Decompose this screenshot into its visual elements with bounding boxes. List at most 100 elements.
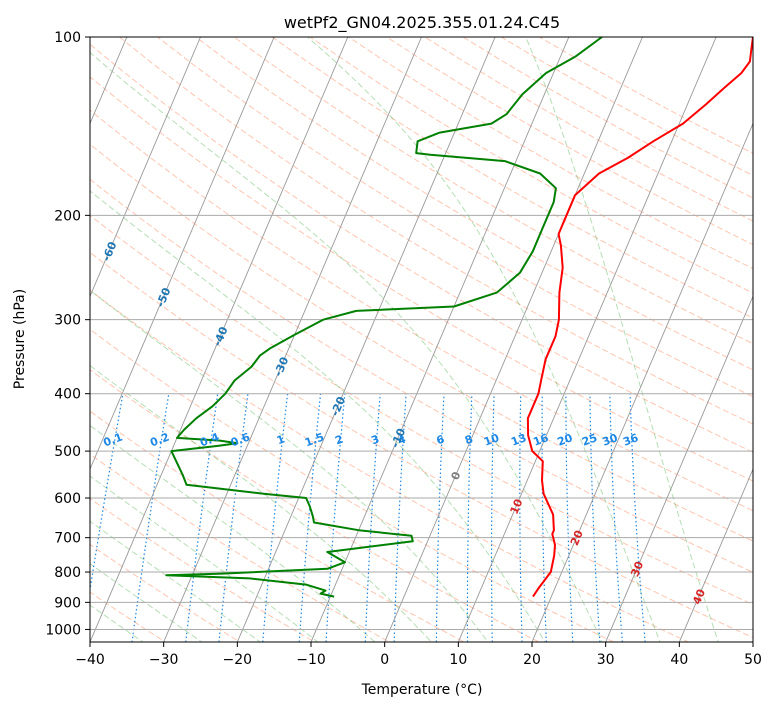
mixing-ratio-line-11 bbox=[490, 393, 495, 642]
mixing-ratio-line-9 bbox=[435, 393, 445, 642]
isotherm-label: -50 bbox=[154, 285, 174, 309]
dry-adiabat-19 bbox=[118, 37, 753, 425]
isotherm-line bbox=[457, 37, 717, 642]
mixing-ratio-line-6 bbox=[325, 393, 346, 642]
dry-adiabat-25 bbox=[347, 37, 753, 270]
mixing-ratio-line-7 bbox=[364, 393, 381, 642]
isotherm-label: -30 bbox=[272, 355, 292, 379]
dry-adiabat-27 bbox=[423, 37, 753, 222]
mixing-ratio-label: 0.6 bbox=[229, 430, 252, 449]
isotherm-label: 20 bbox=[568, 528, 586, 547]
dry-adiabat-5 bbox=[90, 543, 241, 642]
dry-adiabat-21 bbox=[194, 37, 753, 371]
dry-adiabat-22 bbox=[233, 37, 753, 345]
mixing-ratio-label: 16 bbox=[531, 431, 550, 449]
isotherm-label: -10 bbox=[389, 426, 409, 450]
mixing-ratio-line-8 bbox=[393, 393, 407, 642]
dry-adiabat-8 bbox=[90, 410, 466, 642]
moist-adiabat-5 bbox=[90, 364, 433, 642]
y-axis: 1000 900 800 700 600 500 400 300 200 100 bbox=[45, 30, 90, 638]
plot-area: 0.10.20.40.611.52346810131620253036-100-… bbox=[0, 36, 754, 643]
isotherm-label: -60 bbox=[100, 240, 120, 264]
mixing-ratio-label: 30 bbox=[601, 431, 620, 449]
isotherm-label: 10 bbox=[508, 497, 526, 516]
x-tick-label: −40 bbox=[75, 652, 105, 668]
isotherm-line bbox=[678, 467, 753, 642]
mixing-ratio-label: 6 bbox=[435, 432, 447, 447]
y-tick-label: 400 bbox=[54, 387, 81, 403]
dry-adiabat-10 bbox=[90, 328, 615, 642]
moist-adiabat-8 bbox=[90, 51, 603, 642]
dry-adiabat-18 bbox=[90, 43, 753, 453]
mixing-ratio-line-2 bbox=[185, 393, 219, 642]
dry-adiabat-17 bbox=[90, 76, 753, 482]
isotherm-label: 0 bbox=[449, 469, 464, 481]
isotherm-line bbox=[90, 37, 349, 642]
y-tick-label: 100 bbox=[54, 30, 81, 46]
mixing-ratio-line-10 bbox=[466, 393, 473, 642]
isotherm-line bbox=[163, 37, 422, 642]
mixing-ratio-line-14 bbox=[565, 393, 574, 642]
mixing-ratio-line-15 bbox=[589, 393, 601, 642]
moist-adiabat-6 bbox=[90, 289, 489, 642]
isotherm-line bbox=[90, 37, 201, 298]
mixing-ratio-label: 8 bbox=[463, 433, 475, 448]
mixing-ratio-label: 36 bbox=[621, 431, 640, 449]
chart-title: wetPf2_GN04.2025.355.01.24.C45 bbox=[284, 13, 560, 33]
y-tick-label: 700 bbox=[54, 531, 81, 547]
mixing-ratio-label: 2 bbox=[333, 433, 345, 448]
dry-adiabat-7 bbox=[90, 453, 391, 642]
mixing-ratio-line-3 bbox=[218, 393, 249, 642]
dry-adiabat-23 bbox=[271, 37, 753, 319]
moist-adiabat-1 bbox=[90, 563, 203, 642]
x-axis-label: Temperature (°C) bbox=[361, 682, 483, 698]
x-tick-label: 20 bbox=[523, 652, 541, 668]
y-tick-label: 800 bbox=[54, 565, 81, 581]
mixing-ratio-label: 4 bbox=[396, 432, 408, 447]
dry-adiabat-24 bbox=[309, 37, 753, 294]
isotherm-line bbox=[752, 640, 753, 642]
moist-adiabat-0 bbox=[90, 604, 144, 642]
isotherm-label: -20 bbox=[328, 394, 348, 418]
mixing-ratio-label: 0.2 bbox=[148, 431, 171, 450]
mixing-ratio-label: 1 bbox=[275, 433, 287, 448]
moist-adiabat-7 bbox=[90, 190, 546, 642]
x-tick-label: 0 bbox=[380, 652, 389, 668]
moist-adiabat-2 bbox=[90, 520, 262, 642]
mixing-ratio-line-1 bbox=[131, 393, 170, 642]
isotherm-label: 40 bbox=[690, 587, 708, 606]
dry-adiabat-16 bbox=[90, 109, 753, 512]
isotherm-line bbox=[605, 295, 753, 642]
dry-adiabat-6 bbox=[90, 497, 316, 642]
mixing-ratio-label: 25 bbox=[580, 431, 599, 448]
dry-adiabat-15 bbox=[90, 143, 753, 542]
y-tick-label: 200 bbox=[54, 208, 81, 224]
moist-adiabat-9 bbox=[307, 37, 661, 642]
mixing-ratio-line-5 bbox=[298, 393, 322, 642]
mixing-ratio-line-12 bbox=[519, 393, 523, 642]
dry-adiabat-13 bbox=[90, 214, 753, 606]
y-axis-label: Pressure (hPa) bbox=[12, 289, 28, 389]
x-axis: −40 −30 −20 −10 0 10 20 30 40 50 bbox=[75, 642, 762, 668]
mixing-ratio-label: 3 bbox=[369, 433, 381, 448]
plot-contents: 0.10.20.40.611.52346810131620253036-100-… bbox=[0, 37, 753, 642]
mixing-ratio-line-4 bbox=[262, 393, 289, 642]
x-tick-label: 50 bbox=[744, 652, 762, 668]
mixing-ratio-line-16 bbox=[609, 393, 624, 642]
mixing-ratio-label: 0.4 bbox=[198, 430, 221, 449]
dewpoint-profile bbox=[165, 37, 603, 598]
moist-adiabat-4 bbox=[90, 424, 376, 642]
dry-adiabat-12 bbox=[90, 251, 753, 639]
isotherm-line bbox=[90, 37, 275, 471]
x-tick-label: 40 bbox=[670, 652, 688, 668]
mixing-ratio-label: 1.5 bbox=[303, 431, 326, 450]
dry-adiabat-30 bbox=[538, 37, 753, 154]
isotherm-label: 30 bbox=[628, 559, 646, 578]
isotherm-line bbox=[310, 37, 570, 642]
temperature-profile bbox=[526, 37, 753, 598]
isotherm-label: -80 bbox=[0, 146, 12, 170]
mixing-ratio-line-17 bbox=[629, 393, 646, 642]
isotherm-line bbox=[531, 122, 753, 642]
moist-adiabat-10 bbox=[525, 37, 719, 642]
mixing-ratio-label: 10 bbox=[482, 431, 501, 449]
